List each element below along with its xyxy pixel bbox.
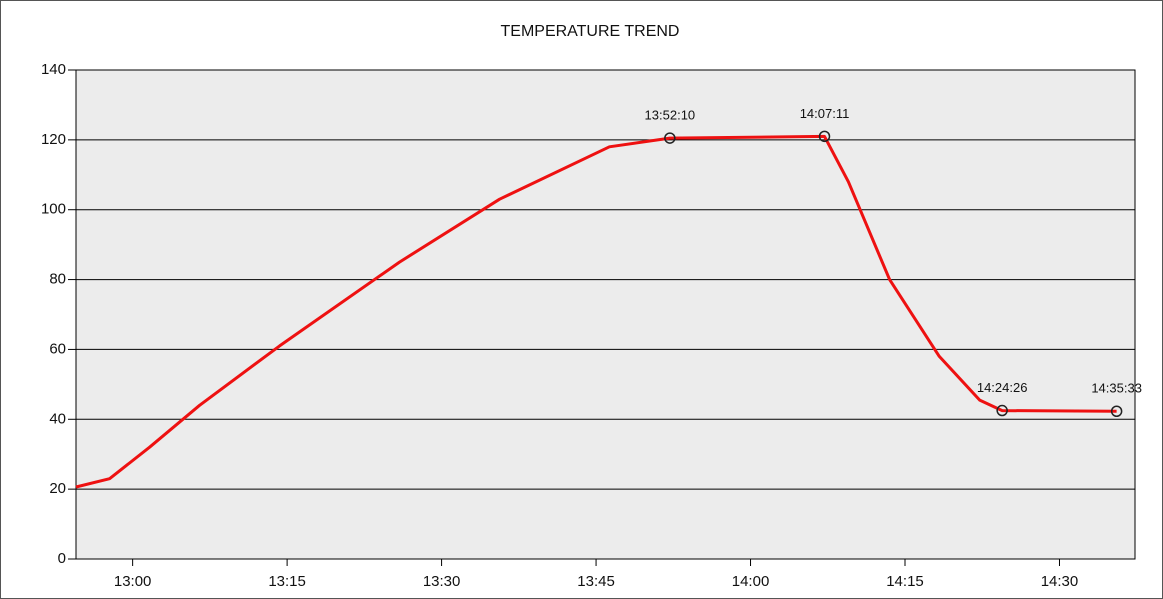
y-tick-label: 80	[49, 271, 66, 288]
y-tick-label: 0	[58, 550, 66, 567]
plot-area	[76, 70, 1135, 559]
x-tick-label: 13:30	[423, 573, 461, 590]
y-tick-label: 120	[41, 131, 66, 148]
x-tick-label: 13:00	[114, 573, 152, 590]
marker-label: 14:07:11	[800, 106, 850, 121]
x-tick-label: 14:15	[886, 573, 924, 590]
y-tick-label: 100	[41, 201, 66, 218]
marker-label: 14:35:33	[1091, 381, 1142, 396]
marker	[996, 404, 1008, 417]
y-tick-label: 20	[49, 480, 66, 497]
chart-title: TEMPERATURE TREND	[501, 23, 680, 40]
marker	[818, 130, 831, 143]
marker	[664, 132, 676, 144]
x-tick-label: 14:30	[1041, 573, 1079, 590]
marker	[1110, 405, 1123, 418]
x-tick-label: 14:00	[732, 573, 770, 590]
y-tick-label: 40	[49, 410, 66, 427]
plot-border	[75, 69, 1136, 560]
marker-label: 14:24:26	[977, 380, 1028, 395]
x-tick-label: 13:45	[577, 573, 615, 590]
y-tick-label: 140	[41, 61, 66, 78]
y-tick-label: 60	[49, 340, 66, 357]
x-tick-label: 13:15	[268, 573, 306, 590]
series-line	[75, 134, 1117, 489]
marker-label: 13:52:10	[645, 108, 696, 123]
